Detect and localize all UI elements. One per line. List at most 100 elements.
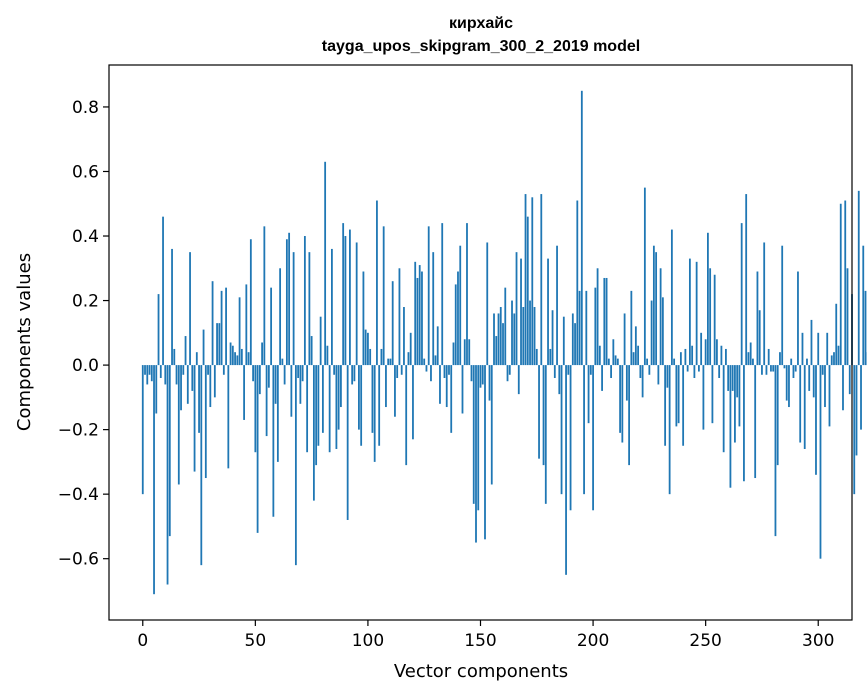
bar [817, 332, 820, 366]
bar [551, 310, 554, 366]
bar [729, 365, 732, 488]
bar [628, 365, 630, 466]
bar [862, 245, 865, 366]
bar [344, 236, 347, 366]
bar [186, 365, 189, 404]
bar [533, 307, 536, 366]
bar [238, 297, 241, 366]
bar [513, 313, 516, 366]
bar [540, 194, 543, 366]
bar [700, 332, 703, 366]
bar [646, 358, 649, 366]
bar [193, 365, 196, 472]
bar [171, 248, 173, 366]
bar [342, 223, 345, 366]
bar [731, 365, 734, 391]
bar [524, 194, 527, 366]
bar [382, 226, 385, 366]
x-tick-label: 0 [137, 631, 148, 651]
bar [385, 365, 387, 408]
bar [598, 345, 601, 366]
bar [389, 358, 392, 366]
bar [560, 365, 563, 495]
bar [457, 271, 459, 366]
bar [468, 339, 471, 366]
bar [619, 365, 621, 433]
bar [643, 187, 646, 366]
bar [569, 365, 572, 511]
bar [848, 365, 851, 395]
bar [274, 365, 277, 404]
bar [272, 365, 275, 517]
bar [315, 365, 318, 466]
bar [819, 365, 822, 559]
bar [639, 365, 642, 378]
y-axis-ticks: −0.6 −0.4 −0.2 0.0 0.2 0.4 0.6 0.8 [58, 98, 109, 570]
x-axis-ticks: 0 50 100 150 200 250 300 [137, 620, 834, 651]
bar [839, 203, 842, 366]
bar [677, 365, 680, 424]
bar [299, 365, 302, 404]
bar [247, 352, 250, 366]
bar [157, 294, 160, 366]
bar [549, 348, 552, 366]
bar [842, 365, 844, 411]
bar [294, 365, 297, 566]
bar [301, 365, 304, 382]
bar [148, 365, 151, 375]
bar [155, 365, 158, 414]
bar [632, 352, 635, 366]
bar [713, 274, 716, 366]
bar [857, 190, 860, 366]
bar [425, 365, 428, 372]
bar [454, 284, 457, 366]
bar [664, 365, 667, 446]
bar [416, 277, 419, 366]
bar [267, 365, 270, 388]
bar [166, 365, 169, 585]
y-tick-label: −0.2 [58, 421, 99, 441]
bar [648, 365, 651, 375]
bar [803, 365, 806, 449]
bar [718, 365, 721, 378]
bar [567, 365, 570, 375]
y-tick-label: −0.4 [58, 485, 99, 505]
bar [463, 339, 466, 366]
bar [225, 287, 227, 366]
bar [403, 307, 405, 366]
x-tick-label: 200 [577, 631, 609, 651]
bar [657, 365, 660, 385]
bar [222, 365, 225, 375]
bar [144, 365, 146, 375]
bar [285, 239, 288, 366]
bar [168, 365, 171, 537]
bar [182, 365, 185, 375]
bar [240, 348, 243, 366]
bar [738, 365, 741, 427]
bar [601, 365, 603, 391]
bar [265, 365, 268, 437]
bar [623, 313, 626, 366]
bar [860, 365, 862, 430]
bar [652, 245, 655, 366]
bar [328, 365, 331, 453]
bar [673, 358, 676, 366]
bar [702, 365, 705, 430]
bar [227, 365, 230, 469]
bar [576, 200, 579, 366]
bar [245, 284, 248, 366]
bar [565, 365, 567, 575]
bar [585, 290, 588, 366]
bar [740, 223, 743, 366]
y-tick-label: 0.8 [72, 98, 99, 118]
plot-frame [108, 64, 853, 621]
bar [526, 216, 529, 366]
bar [580, 90, 583, 366]
bar [207, 365, 209, 375]
bar [767, 348, 770, 366]
bar [276, 365, 279, 462]
chart-subtitle: tayga_upos_skipgram_300_2_2019 model [322, 38, 640, 55]
bar [150, 365, 153, 382]
bar [475, 365, 477, 543]
bar [351, 365, 354, 385]
